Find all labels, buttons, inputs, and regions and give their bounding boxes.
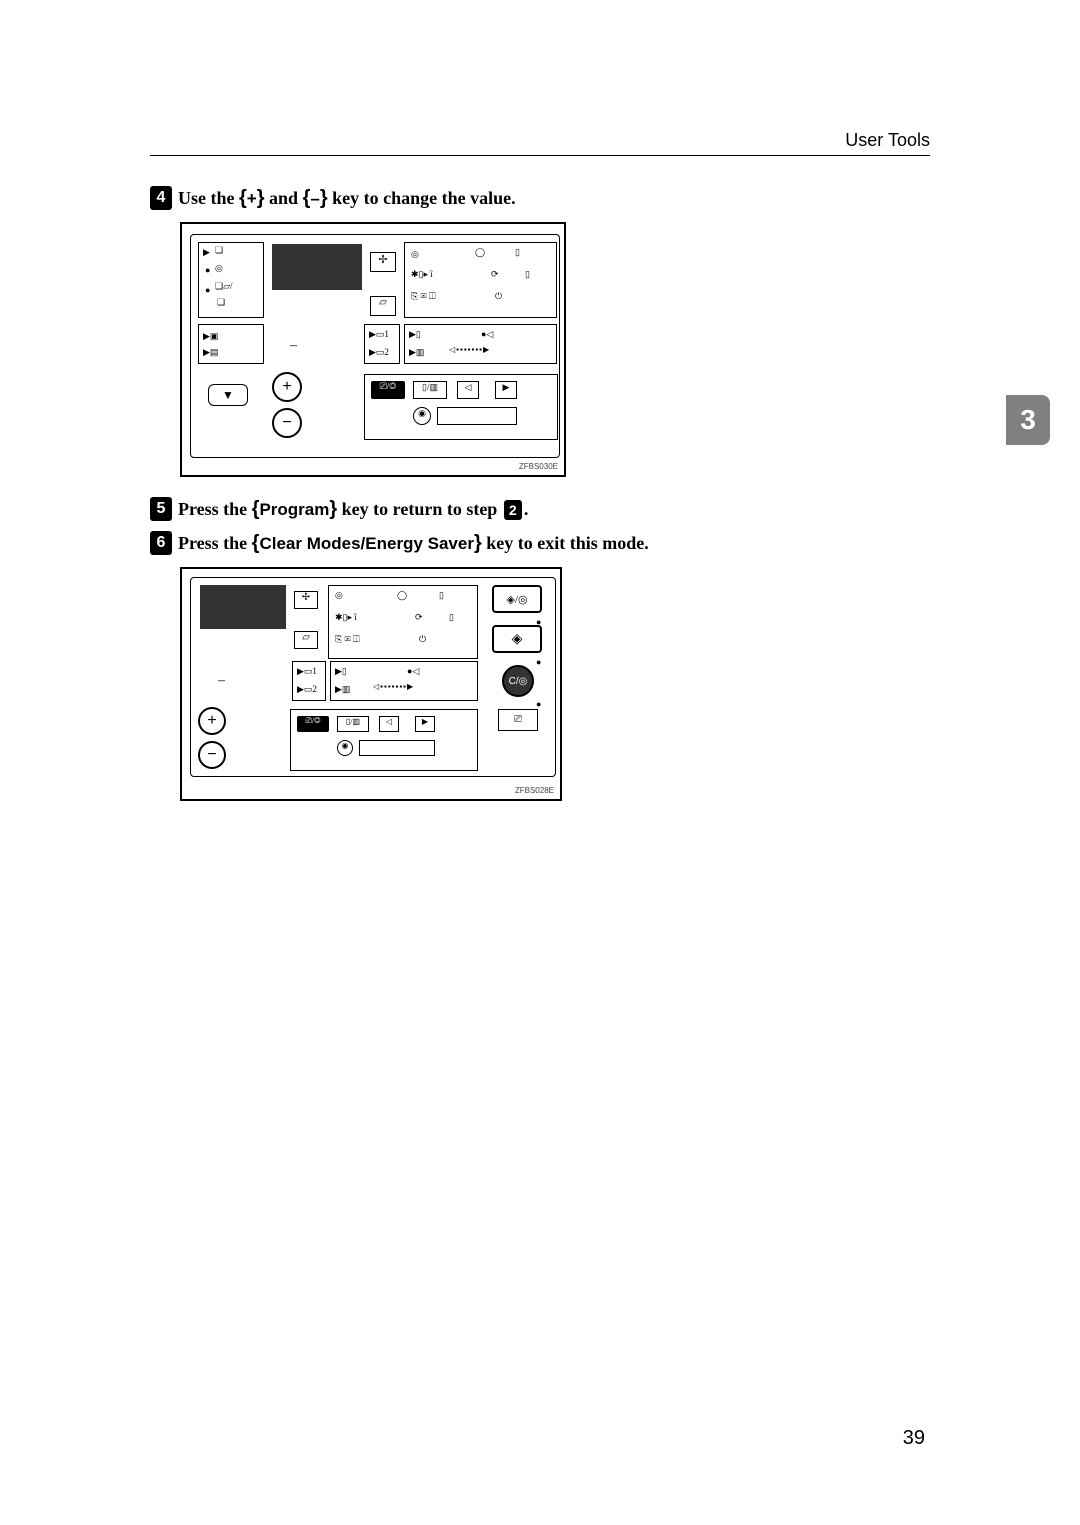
step-ref-badge-2: 2	[504, 500, 522, 520]
control-panel-illustration-1: ▶ ❏ ● ◎ ● ❏▱/ ❏ ✢ ▱ ◎ ◯ ▯ ✱▯▸ ȉ ⟳ ▯	[180, 222, 566, 477]
page-number: 39	[903, 1427, 925, 1450]
bottom-control-panel: ⎚/◎ ▯/▥ ◁ ▶ ◉	[364, 374, 558, 440]
bracket-close: }	[257, 187, 265, 209]
left-mode-panel: ▶ ❏ ● ◎ ● ❏▱/ ❏	[198, 242, 264, 318]
illustration-2-container: ✢ ▱ ◎ ◯ ▯ ✱▯▸ ȉ ⟳ ▯ ⎘ ✉ ◫ ⏻ ▶▭1 ▶▭2 –	[180, 567, 930, 801]
illustration-code-1: ZFBS030E	[519, 462, 558, 471]
clear-modes-button-highlighted: ◈/◎	[492, 585, 542, 613]
density-panel: ▶▯ ●◁ ▶▥ ◁▪▪▪▪▪▪▪▶	[330, 661, 478, 701]
section-title: User Tools	[150, 130, 930, 151]
display-screen	[272, 244, 362, 290]
step-badge-4: 4	[150, 186, 172, 210]
step5-suffix: key to return to step	[337, 499, 502, 519]
stop-button: C/◎	[502, 665, 534, 697]
clear-modes-key-label: Clear Modes/Energy Saver	[259, 534, 473, 553]
bracket-close: }	[474, 532, 482, 554]
right-indicator-panel: ◎ ◯ ▯ ✱▯▸ ȉ ⟳ ▯ ⎘ ✉ ◫ ⏻	[328, 585, 478, 659]
step-badge-6: 6	[150, 531, 172, 555]
bracket-open: {	[239, 187, 247, 209]
minus-key-label: –	[310, 189, 319, 208]
bracket-close: }	[329, 498, 337, 520]
step4-mid: and	[265, 188, 303, 208]
minus-circle-button: −	[272, 408, 302, 438]
step5-prefix: Press the	[178, 499, 252, 519]
plus-key-icon: ✢	[294, 591, 318, 609]
chapter-tab: 3	[1006, 395, 1050, 445]
step-6-text: Press the {Clear Modes/Energy Saver} key…	[178, 532, 649, 555]
tray-select-panel: ▶▣ ▶▤	[198, 324, 264, 364]
chapter-number: 3	[1020, 404, 1036, 436]
step6-prefix: Press the	[178, 533, 252, 553]
bracket-close: }	[320, 187, 328, 209]
program-key-label: Program	[259, 500, 329, 519]
step-5: 5 Press the {Program} key to return to s…	[150, 497, 930, 521]
right-indicator-panel: ◎ ◯ ▯ ✱▯▸ ȉ ⟳ ▯ ⎘ ✉ ◫ ⏻	[404, 242, 557, 318]
step5-period: .	[524, 499, 529, 519]
plus-key-label: +	[247, 189, 257, 208]
tray-panel: ▶▭1 ▶▭2	[364, 324, 400, 364]
control-panel-illustration-2: ✢ ▱ ◎ ◯ ▯ ✱▯▸ ȉ ⟳ ▯ ⎘ ✉ ◫ ⏻ ▶▭1 ▶▭2 –	[180, 567, 562, 801]
display-screen	[200, 585, 286, 629]
speed-key-icon: ▱	[370, 296, 396, 316]
density-panel: ▶▯ ●◁ ▶▥ ◁▪▪▪▪▪▪▪▶	[404, 324, 557, 364]
step-6: 6 Press the {Clear Modes/Energy Saver} k…	[150, 531, 930, 555]
illustration-code-2: ZFBS028E	[515, 786, 554, 795]
plus-circle-button: +	[272, 372, 302, 402]
program-button-icon: ⎚	[498, 709, 538, 731]
bottom-control-panel: ⎚/◎ ▯/▥ ◁ ▶ ◉	[290, 709, 478, 771]
plus-key-icon: ✢	[370, 252, 396, 272]
speed-key-icon: ▱	[294, 631, 318, 649]
start-button: ◈	[492, 625, 542, 653]
step-5-text: Press the {Program} key to return to ste…	[178, 498, 528, 521]
step4-prefix: Use the	[178, 188, 239, 208]
tray-panel: ▶▭1 ▶▭2	[292, 661, 326, 701]
plus-circle-button: +	[198, 707, 226, 735]
step4-suffix: key to change the value.	[328, 188, 516, 208]
step6-suffix: key to exit this mode.	[482, 533, 649, 553]
illustration-1-container: ▶ ❏ ● ◎ ● ❏▱/ ❏ ✢ ▱ ◎ ◯ ▯ ✱▯▸ ȉ ⟳ ▯	[180, 222, 930, 477]
step-badge-5: 5	[150, 497, 172, 521]
minus-circle-button: −	[198, 741, 226, 769]
step-4-text: Use the {+} and {–} key to change the va…	[178, 187, 516, 210]
page-container: User Tools 4 Use the {+} and {–} key to …	[150, 130, 930, 821]
down-arrow-button: ▼	[208, 384, 248, 406]
header-rule: User Tools	[150, 130, 930, 156]
step-4: 4 Use the {+} and {–} key to change the …	[150, 186, 930, 210]
